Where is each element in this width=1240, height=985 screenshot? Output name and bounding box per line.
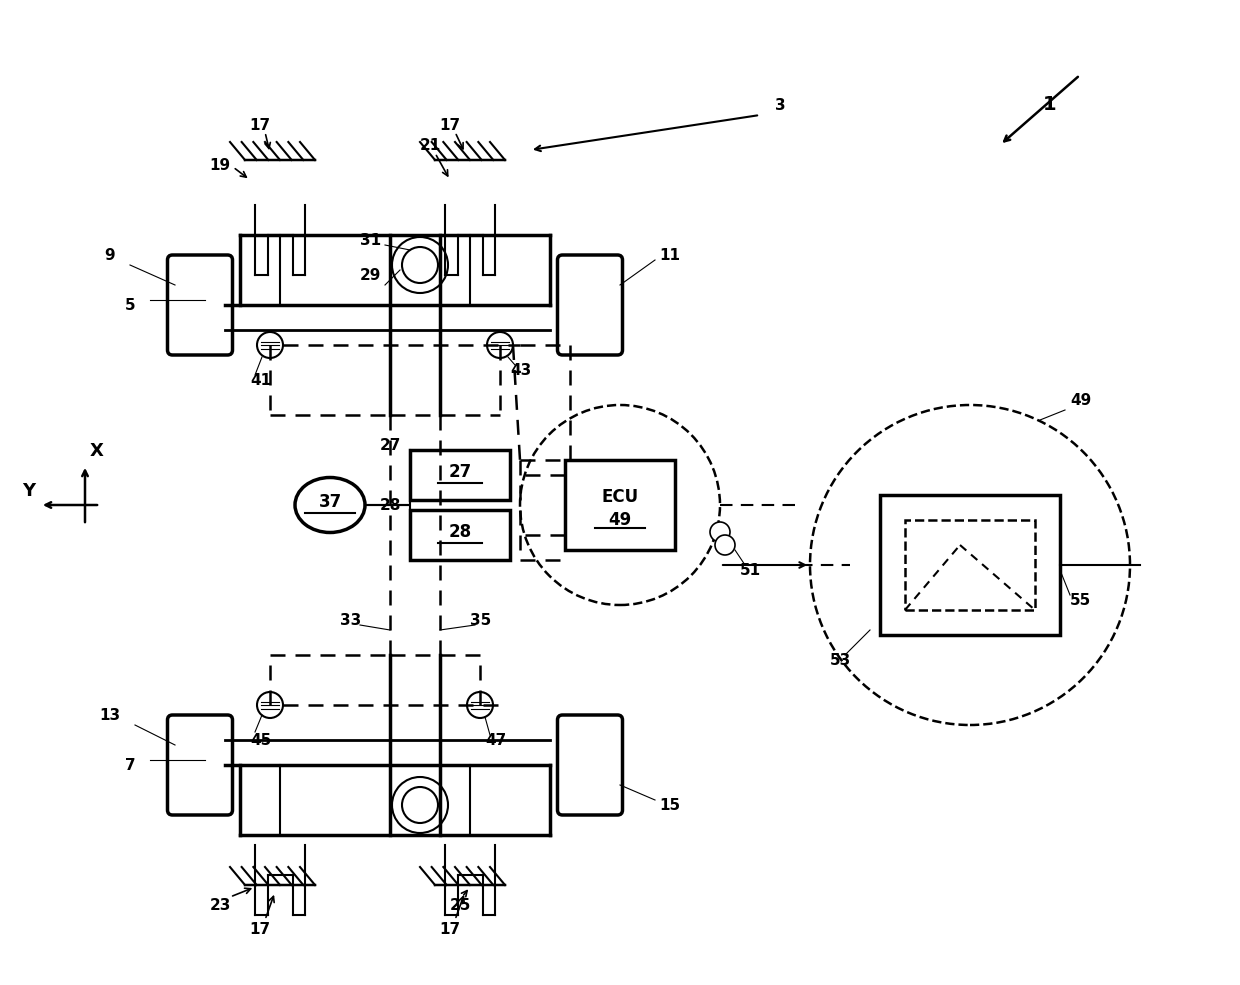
Text: 49: 49 bbox=[1070, 393, 1091, 408]
Circle shape bbox=[257, 692, 283, 718]
Circle shape bbox=[810, 405, 1130, 725]
Text: 25: 25 bbox=[449, 897, 471, 912]
Text: 9: 9 bbox=[104, 247, 115, 262]
Text: 17: 17 bbox=[249, 923, 270, 938]
Text: 28: 28 bbox=[449, 523, 471, 541]
Text: 33: 33 bbox=[340, 613, 361, 628]
Text: 15: 15 bbox=[660, 798, 681, 813]
Text: 7: 7 bbox=[125, 757, 135, 772]
Circle shape bbox=[520, 405, 720, 605]
Circle shape bbox=[257, 332, 283, 358]
Text: 5: 5 bbox=[125, 297, 135, 312]
Text: 51: 51 bbox=[740, 563, 761, 578]
Ellipse shape bbox=[295, 478, 365, 533]
Text: 17: 17 bbox=[249, 117, 270, 133]
Text: 37: 37 bbox=[319, 493, 342, 511]
Text: 27: 27 bbox=[379, 438, 402, 453]
Text: 3: 3 bbox=[775, 98, 785, 112]
Circle shape bbox=[402, 247, 438, 283]
Text: 11: 11 bbox=[660, 247, 681, 262]
Text: 28: 28 bbox=[379, 498, 402, 513]
Bar bbox=[410, 510, 510, 560]
Text: 47: 47 bbox=[485, 733, 506, 748]
Circle shape bbox=[402, 787, 438, 823]
Text: 17: 17 bbox=[439, 923, 460, 938]
Bar bbox=[565, 460, 675, 550]
Bar bbox=[905, 520, 1035, 610]
FancyBboxPatch shape bbox=[167, 715, 233, 815]
Text: Y: Y bbox=[22, 482, 35, 500]
FancyBboxPatch shape bbox=[558, 255, 622, 355]
Circle shape bbox=[487, 332, 513, 358]
Text: 55: 55 bbox=[1070, 593, 1091, 608]
Text: X: X bbox=[91, 442, 104, 460]
Circle shape bbox=[467, 692, 494, 718]
Circle shape bbox=[392, 777, 448, 833]
Text: 1: 1 bbox=[1043, 96, 1056, 114]
FancyBboxPatch shape bbox=[167, 255, 233, 355]
Circle shape bbox=[392, 237, 448, 293]
Bar bbox=[880, 495, 1060, 635]
Text: ECU: ECU bbox=[601, 488, 639, 506]
Text: 27: 27 bbox=[449, 463, 471, 481]
Text: 45: 45 bbox=[250, 733, 272, 748]
Text: 49: 49 bbox=[609, 511, 631, 529]
Text: 13: 13 bbox=[99, 707, 120, 723]
Text: 17: 17 bbox=[439, 117, 460, 133]
Text: 21: 21 bbox=[419, 138, 440, 153]
Circle shape bbox=[715, 535, 735, 555]
Text: 29: 29 bbox=[360, 268, 382, 283]
Text: 35: 35 bbox=[470, 613, 491, 628]
Circle shape bbox=[711, 522, 730, 542]
Text: 19: 19 bbox=[210, 158, 231, 172]
Text: 23: 23 bbox=[210, 897, 231, 912]
Bar bbox=[410, 450, 510, 500]
Text: 43: 43 bbox=[510, 363, 531, 378]
FancyBboxPatch shape bbox=[558, 715, 622, 815]
Text: 53: 53 bbox=[830, 653, 851, 668]
Text: 31: 31 bbox=[360, 233, 381, 248]
Text: 41: 41 bbox=[250, 373, 272, 388]
